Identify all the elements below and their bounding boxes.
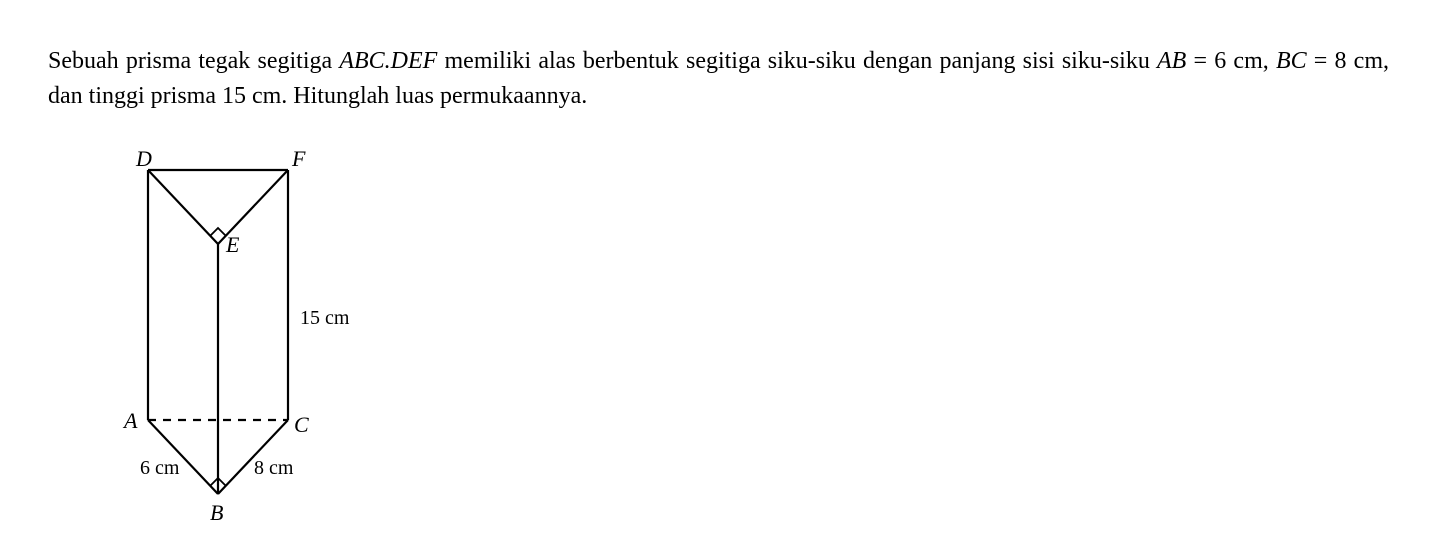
label-e: E xyxy=(225,232,240,257)
prism-name: ABC.DEF xyxy=(339,48,437,74)
text-part: memiliki alas berbentuk segitiga siku-si… xyxy=(437,48,1157,74)
label-f: F xyxy=(291,146,306,171)
side-bc: BC xyxy=(1276,48,1307,74)
label-a: A xyxy=(122,408,138,433)
edge-de xyxy=(148,170,218,244)
dim-height: 15 cm xyxy=(300,307,350,329)
dim-ab: 6 cm xyxy=(140,457,180,479)
dim-bc: 8 cm xyxy=(254,457,294,479)
prism-figure: D F E A C B 15 cm 6 cm 8 cm xyxy=(88,142,1389,537)
side-ab: AB xyxy=(1157,48,1186,74)
right-angle-e xyxy=(210,228,226,236)
label-d: D xyxy=(135,146,152,171)
text-part: Sebuah prisma tegak segitiga xyxy=(48,48,339,74)
prism-svg: D F E A C B 15 cm 6 cm 8 cm xyxy=(88,142,408,532)
label-c: C xyxy=(294,412,309,437)
problem-statement: Sebuah prisma tegak segitiga ABC.DEF mem… xyxy=(48,44,1389,114)
text-part: = 6 cm, xyxy=(1186,48,1276,74)
label-b: B xyxy=(210,500,223,525)
